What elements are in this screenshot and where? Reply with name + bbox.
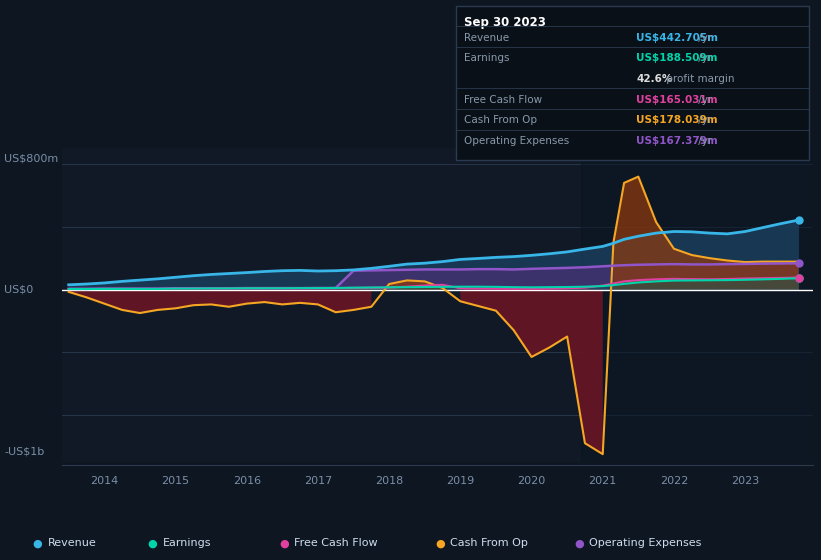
Text: /yr: /yr — [695, 115, 713, 125]
Text: Operating Expenses: Operating Expenses — [589, 538, 702, 548]
Text: ●: ● — [148, 538, 158, 548]
Text: 42.6%: 42.6% — [636, 74, 672, 84]
Text: 2015: 2015 — [162, 476, 190, 486]
Text: /yr: /yr — [695, 95, 713, 105]
Text: US$188.509m: US$188.509m — [636, 53, 718, 63]
Text: Operating Expenses: Operating Expenses — [464, 136, 569, 146]
Text: Free Cash Flow: Free Cash Flow — [464, 95, 542, 105]
Text: US$0: US$0 — [4, 284, 34, 295]
Text: US$167.379m: US$167.379m — [636, 136, 718, 146]
Text: 2017: 2017 — [304, 476, 332, 486]
Text: 2020: 2020 — [517, 476, 546, 486]
Text: ●: ● — [435, 538, 445, 548]
Text: 2021: 2021 — [589, 476, 617, 486]
Text: 2023: 2023 — [731, 476, 759, 486]
Text: Revenue: Revenue — [464, 32, 509, 43]
Text: profit margin: profit margin — [663, 74, 735, 84]
Text: 2016: 2016 — [232, 476, 261, 486]
Text: 2014: 2014 — [90, 476, 118, 486]
Bar — [581, 148, 813, 462]
Text: US$800m: US$800m — [4, 153, 58, 164]
Text: 2019: 2019 — [446, 476, 475, 486]
Text: Cash From Op: Cash From Op — [464, 115, 537, 125]
Text: ●: ● — [575, 538, 585, 548]
Text: US$165.031m: US$165.031m — [636, 95, 718, 105]
Text: Free Cash Flow: Free Cash Flow — [294, 538, 378, 548]
Text: Earnings: Earnings — [464, 53, 509, 63]
Text: -US$1b: -US$1b — [4, 447, 44, 457]
Text: Cash From Op: Cash From Op — [450, 538, 528, 548]
Text: Sep 30 2023: Sep 30 2023 — [464, 16, 546, 29]
Text: 2018: 2018 — [375, 476, 403, 486]
Text: Earnings: Earnings — [163, 538, 211, 548]
Text: /yr: /yr — [695, 136, 713, 146]
Text: 2022: 2022 — [660, 476, 688, 486]
Text: US$442.705m: US$442.705m — [636, 32, 718, 43]
Text: US$178.039m: US$178.039m — [636, 115, 718, 125]
Text: ●: ● — [33, 538, 43, 548]
Text: /yr: /yr — [695, 53, 713, 63]
Text: /yr: /yr — [695, 32, 713, 43]
Text: Revenue: Revenue — [48, 538, 96, 548]
Text: ●: ● — [279, 538, 289, 548]
